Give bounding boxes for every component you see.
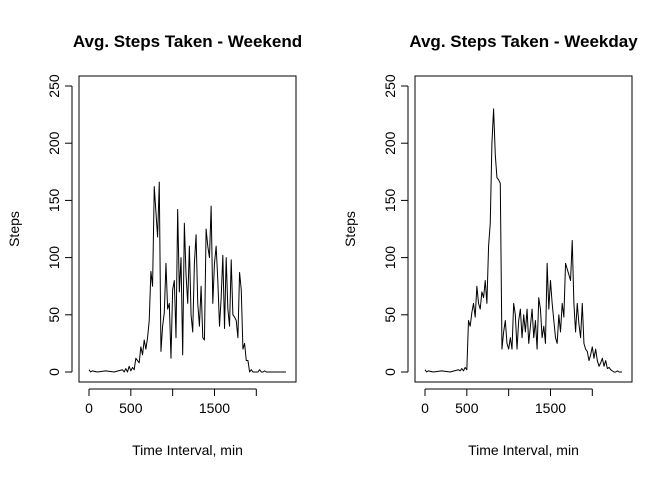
x-tick-label: 0 [421,400,429,416]
y-tick-label: 0 [382,368,398,376]
y-tick-label: 200 [46,131,62,155]
y-tick-label: 100 [46,246,62,270]
chart-title: Avg. Steps Taken - Weekday [409,32,638,51]
x-axis-label: Time Interval, min [132,442,243,458]
plot-frame [78,75,297,383]
x-axis-label: Time Interval, min [468,442,579,458]
series-line [424,108,622,373]
plot-frame [414,75,633,383]
chart-panel-1: Avg. Steps Taken - Weekend 0 50 100 150 200 25… [6,32,302,458]
x-tick-label: 1500 [199,400,230,416]
x-tick-label: 500 [119,400,143,416]
y-tick-label: 250 [46,74,62,98]
y-axis-label: Steps [342,211,358,247]
y-tick-label: 0 [46,368,62,376]
series-line [88,181,286,373]
x-tick-label: 500 [455,400,479,416]
chart-title: Avg. Steps Taken - Weekend [73,32,302,51]
x-tick-label: 1500 [535,400,566,416]
y-tick-label: 150 [382,189,398,213]
x-tick-label: 0 [85,400,93,416]
y-tick-label: 200 [382,131,398,155]
chart-panel-2: Avg. Steps Taken - Weekday 0 50 100 150 200 25… [342,32,638,458]
y-tick-label: 50 [382,307,398,323]
y-tick-label: 250 [382,74,398,98]
y-tick-label: 100 [382,246,398,270]
y-tick-label: 150 [46,189,62,213]
y-tick-label: 50 [46,307,62,323]
y-axis-label: Steps [6,211,22,247]
